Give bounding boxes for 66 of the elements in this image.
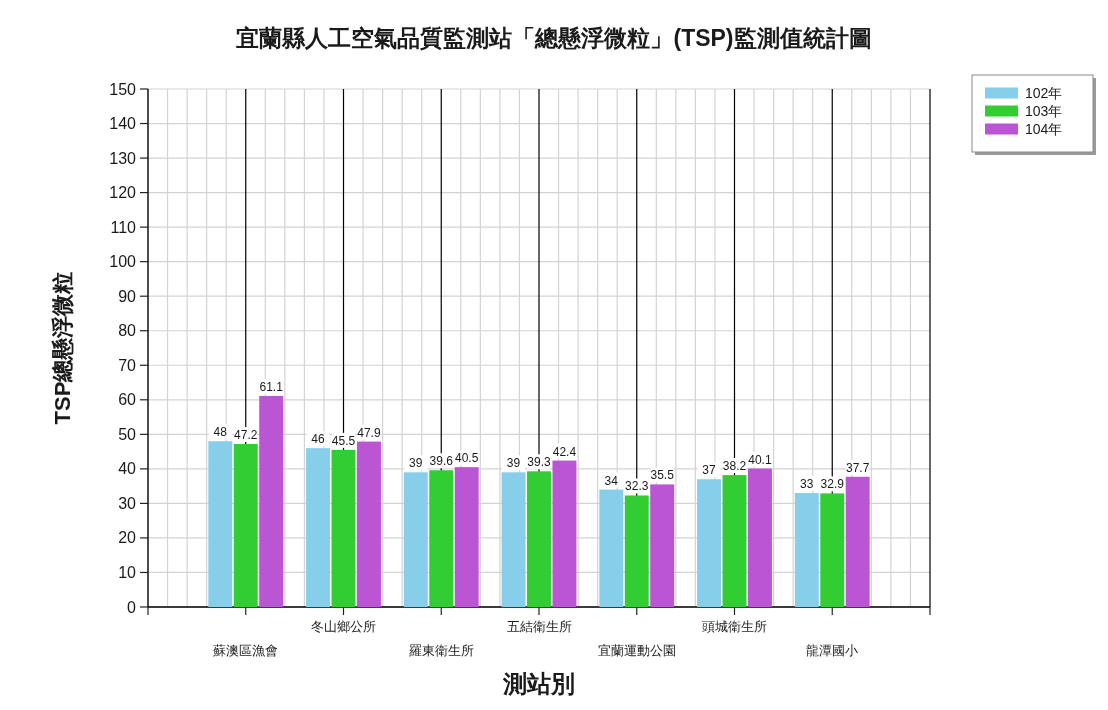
data-label: 39 [409,456,423,471]
x-tick-label: 五結衛生所 [506,619,572,634]
data-label: 33 [800,477,814,492]
bar [429,470,454,607]
x-tick-label: 蘇澳區漁會 [213,643,279,658]
y-tick-label: 50 [118,425,137,443]
bar [820,493,845,607]
data-label: 47.9 [357,425,381,440]
bar [794,493,819,607]
data-label: 40.5 [455,451,479,466]
bar [356,441,381,607]
bar [527,471,551,607]
data-label: 32.3 [625,479,649,494]
y-tick-label: 90 [118,287,137,305]
bar [454,467,479,607]
y-tick-label: 130 [109,149,137,167]
data-label: 61.1 [259,380,284,394]
data-label: 35.5 [650,468,675,483]
y-tick-label: 110 [110,218,137,236]
bar [233,444,258,607]
data-label: 34 [604,473,619,488]
data-label: 37.7 [846,460,870,475]
y-tick-label: 120 [109,184,137,202]
y-tick-label: 150 [109,80,137,98]
data-label: 39 [506,456,521,471]
legend-label: 102年 [1025,85,1063,101]
data-label: 32.9 [820,477,845,492]
data-label: 37 [702,463,717,478]
y-tick-label: 30 [118,494,137,512]
bar [259,396,284,607]
bar [845,476,870,607]
x-axis-title: 測站別 [502,670,575,697]
data-label: 42.4 [552,444,577,459]
y-tick-label: 140 [109,115,137,133]
data-label: 48 [213,425,228,440]
data-label: 46 [311,432,326,447]
data-label: 40.1 [748,452,772,467]
y-tick-label: 10 [118,563,137,581]
bar [624,495,649,607]
x-tick-label: 宜蘭運動公園 [597,643,676,658]
x-tick-label: 頭城衛生所 [702,619,767,634]
x-tick-label: 羅東衛生所 [408,643,474,658]
y-axis-title: TSP總懸浮微粒 [50,271,75,425]
data-label: 45.5 [331,433,356,448]
legend-label: 104年 [1025,121,1063,137]
bar [747,468,772,607]
bar [650,484,675,607]
bar [599,489,624,607]
bar [331,449,356,607]
y-tick-label: 20 [118,529,137,547]
y-tick-label: 60 [118,391,137,409]
x-tick-label: 龍潭國小 [806,643,859,658]
y-tick-label: 70 [118,356,137,374]
y-tick-label: 80 [118,322,137,340]
bar [722,475,747,607]
bar [552,460,577,607]
y-tick-label: 100 [109,253,137,271]
y-tick-label: 0 [127,598,137,616]
x-tick-label: 冬山鄉公所 [311,619,376,634]
data-label: 38.2 [722,459,747,474]
legend-label: 103年 [1025,103,1063,119]
chart-title: 宜蘭縣人工空氣品質監測站「總懸浮微粒」(TSP)監測值統計圖 [236,25,872,51]
data-label: 47.2 [234,428,258,442]
y-tick-label: 40 [118,460,137,478]
data-label: 39.3 [527,455,551,470]
data-label: 39.6 [429,454,454,469]
